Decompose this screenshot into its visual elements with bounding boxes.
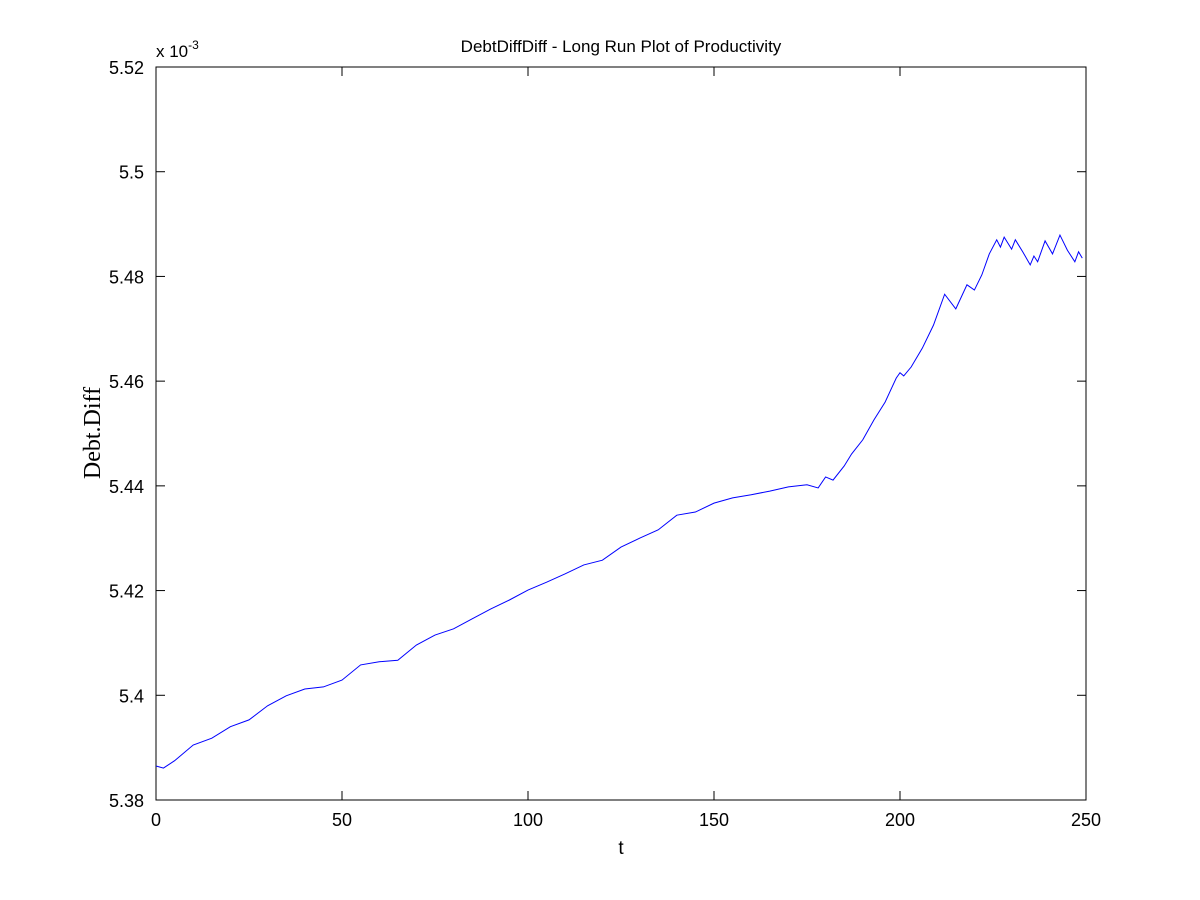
y-tick-label: 5.42	[109, 582, 144, 602]
x-tick-label: 100	[513, 810, 543, 830]
y-tick-label: 5.5	[119, 163, 144, 183]
y-tick-label: 5.52	[109, 58, 144, 78]
y-multiplier-exponent: -3	[188, 38, 199, 52]
x-tick-label: 250	[1071, 810, 1101, 830]
data-line	[155, 233, 1083, 769]
x-tick-label: 50	[332, 810, 352, 830]
x-tick-label: 200	[885, 810, 915, 830]
y-multiplier: x 10-3	[156, 38, 199, 61]
axes-box	[155, 66, 1087, 801]
y-tick-label: 5.48	[109, 267, 144, 287]
y-tick-label: 5.4	[119, 686, 144, 706]
chart-title: DebtDiffDiff - Long Run Plot of Producti…	[461, 37, 782, 56]
y-multiplier-base: x 10	[156, 42, 188, 61]
x-axis-label: t	[618, 838, 624, 859]
y-tick-label: 5.46	[109, 372, 144, 392]
x-tick-label: 0	[151, 810, 161, 830]
y-axis-label: Debt.Diff	[80, 387, 106, 479]
y-tick-label: 5.38	[109, 791, 144, 811]
x-tick-label: 150	[699, 810, 729, 830]
y-tick-label: 5.44	[109, 477, 144, 497]
